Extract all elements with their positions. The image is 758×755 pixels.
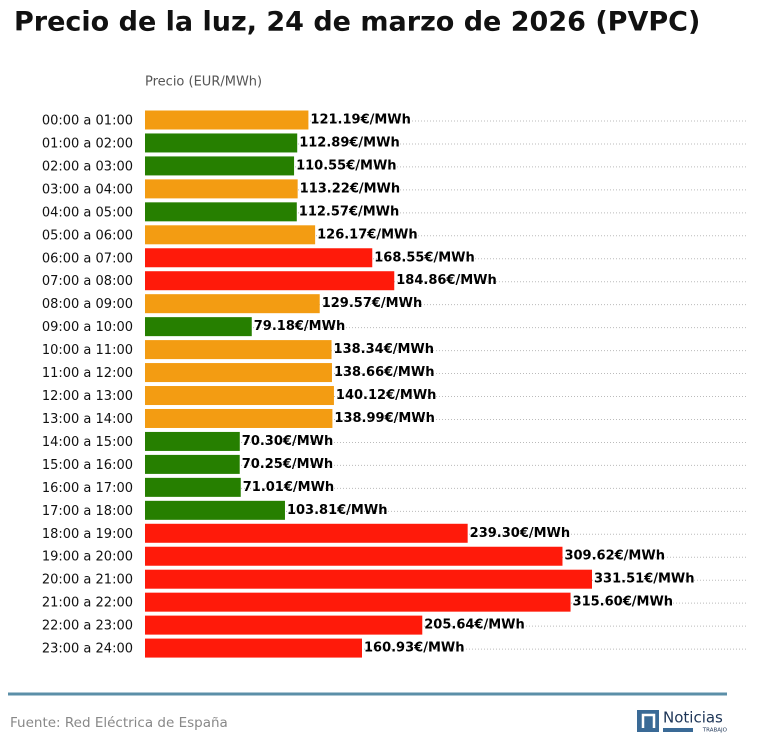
bar — [145, 156, 295, 176]
value-label: 121.19€/MWh — [310, 113, 411, 128]
bar — [145, 454, 240, 474]
bar — [145, 202, 297, 222]
value-label: 103.81€/MWh — [287, 503, 388, 518]
category-label: 14:00 a 15:00 — [42, 435, 133, 450]
bar — [145, 133, 298, 153]
value-label: 113.22€/MWh — [300, 181, 401, 196]
category-label: 22:00 a 23:00 — [42, 619, 133, 634]
category-label: 10:00 a 11:00 — [42, 343, 133, 358]
value-label: 239.30€/MWh — [470, 526, 570, 541]
category-label: 18:00 a 19:00 — [42, 527, 133, 542]
value-label: 160.93€/MWh — [364, 641, 465, 656]
chart-title: Precio de la luz, 24 de marzo de 2026 (P… — [14, 7, 700, 38]
value-label: 110.55€/MWh — [296, 158, 397, 173]
bar — [145, 408, 333, 428]
value-label: 70.30€/MWh — [242, 434, 333, 449]
bar — [145, 317, 252, 337]
bar — [145, 500, 285, 520]
bar — [145, 340, 332, 360]
bar — [145, 615, 423, 635]
logo-icon — [637, 710, 659, 732]
axis-label: Precio (EUR/MWh) — [145, 75, 262, 90]
value-label: 168.55€/MWh — [374, 250, 475, 265]
bar — [145, 477, 241, 497]
bar — [145, 523, 468, 543]
category-label: 04:00 a 05:00 — [42, 205, 133, 220]
value-label: 315.60€/MWh — [573, 595, 674, 610]
value-label: 129.57€/MWh — [322, 296, 423, 311]
logo-name: Noticias — [663, 709, 723, 727]
value-label: 184.86€/MWh — [396, 273, 497, 288]
bar — [145, 248, 373, 268]
bar — [145, 179, 298, 199]
category-label: 11:00 a 12:00 — [42, 366, 133, 381]
category-label: 19:00 a 20:00 — [42, 550, 133, 565]
category-label: 09:00 a 10:00 — [42, 320, 133, 335]
value-label: 79.18€/MWh — [254, 319, 345, 334]
value-label: 112.89€/MWh — [299, 135, 400, 150]
category-label: 08:00 a 09:00 — [42, 297, 133, 312]
category-label: 05:00 a 06:00 — [42, 228, 133, 243]
bar — [145, 225, 316, 245]
source: Fuente: Red Eléctrica de España — [10, 715, 228, 731]
category-label: 15:00 a 16:00 — [42, 458, 133, 473]
bar — [145, 294, 320, 314]
value-label: 140.12€/MWh — [336, 388, 437, 403]
value-label: 205.64€/MWh — [424, 618, 525, 633]
category-label: 01:00 a 02:00 — [42, 136, 133, 151]
value-label: 70.25€/MWh — [242, 457, 333, 472]
category-label: 16:00 a 17:00 — [42, 481, 133, 496]
category-label: 20:00 a 21:00 — [42, 573, 133, 588]
value-label: 331.51€/MWh — [594, 572, 695, 587]
logo-bar — [663, 728, 693, 732]
bar — [145, 431, 240, 451]
category-label: 02:00 a 03:00 — [42, 159, 133, 174]
bar — [145, 546, 563, 566]
value-label: 309.62€/MWh — [564, 549, 665, 564]
bar — [145, 569, 592, 589]
category-label: 07:00 a 08:00 — [42, 274, 133, 289]
bar — [145, 592, 571, 612]
category-label: 12:00 a 13:00 — [42, 389, 133, 404]
value-label: 138.66€/MWh — [334, 365, 435, 380]
bar — [145, 386, 334, 406]
category-label: 00:00 a 01:00 — [42, 114, 133, 129]
value-label: 126.17€/MWh — [317, 227, 418, 242]
category-label: 17:00 a 18:00 — [42, 504, 133, 519]
bar — [145, 638, 362, 658]
value-label: 71.01€/MWh — [243, 480, 334, 495]
category-label: 03:00 a 04:00 — [42, 182, 133, 197]
bar — [145, 110, 309, 130]
category-label: 21:00 a 22:00 — [42, 596, 133, 611]
value-label: 138.34€/MWh — [334, 342, 435, 357]
value-label: 138.99€/MWh — [334, 411, 435, 426]
category-label: 13:00 a 14:00 — [42, 412, 133, 427]
bar — [145, 271, 395, 291]
value-label: 112.57€/MWh — [299, 204, 400, 219]
category-label: 06:00 a 07:00 — [42, 251, 133, 266]
logo-glyph — [641, 713, 656, 728]
bar — [145, 363, 332, 383]
logo-tagline: TRABAJO — [702, 728, 728, 734]
category-label: 23:00 a 24:00 — [42, 642, 133, 657]
